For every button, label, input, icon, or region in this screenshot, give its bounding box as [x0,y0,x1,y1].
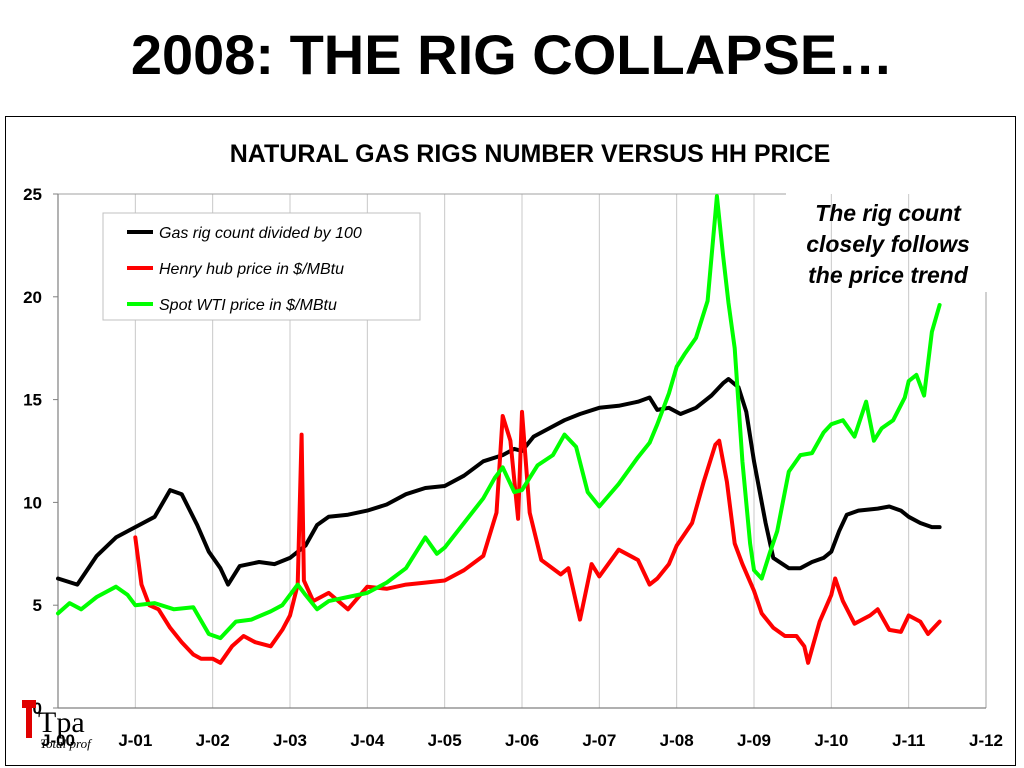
legend-box [102,212,421,321]
y-tick-label-1: 5 [33,596,42,615]
series-line-1 [56,377,942,587]
x-tick-label-7: J-07 [582,731,616,750]
axes [53,193,986,709]
chart-frame [5,116,1016,766]
tick-labels: 0 5 10 15 20 25 J-00 J-01 J-02 J-03 J-04 J-05 J-06 J-… [23,185,1003,750]
chart-title: NATURAL GAS RIGS NUMBER VERSUS HH PRICE [229,140,831,168]
company-logo: Tpa Total prof [22,700,93,751]
y-tick-label-5: 25 [23,185,42,204]
x-tick-label-4: J-04 [350,731,385,750]
x-tick-label-8: J-08 [660,731,694,750]
y-tick-label-0: 0 [33,699,42,718]
y-tick-label-4: 20 [23,288,42,307]
x-tick-label-12: J-12 [969,731,1003,750]
x-tick-label-3: J-03 [273,731,307,750]
x-tick-label-1: J-01 [118,731,152,750]
annotation-line-3: the price trend [808,262,968,288]
legend-label-2: Henry hub price in $/MBtu [159,261,344,278]
logo-text: Total prof [40,736,93,751]
legend-label-1: Gas rig count divided by 100 [159,225,362,242]
y-tick-label-2: 10 [23,493,42,512]
annotation-line-2: closely follows [806,231,970,257]
slide-title: 2008: THE RIG COLLAPSE… [130,23,894,86]
logo-t-stem [26,700,32,738]
series-lines [56,194,942,665]
annotation-line-1: The rig count [815,200,961,226]
logo-mark: Tpa [38,706,85,739]
x-tick-label-2: J-02 [196,731,230,750]
x-tick-label-9: J-09 [737,731,771,750]
annotation: The rig count closely follows the price … [786,198,990,291]
legend: Gas rig count divided by 100 Henry hub pr… [102,212,421,321]
y-tick-label-3: 15 [23,391,42,410]
x-tick-label-11: J-11 [892,731,925,750]
x-tick-label-10: J-10 [814,731,848,750]
legend-label-3: Spot WTI price in $/MBtu [159,297,337,314]
x-tick-label-5: J-05 [428,731,462,750]
series-line-2 [133,409,942,665]
x-tick-label-6: J-06 [505,731,539,750]
series-line-3 [56,194,942,641]
x-tick-label-0: J-00 [41,731,75,750]
